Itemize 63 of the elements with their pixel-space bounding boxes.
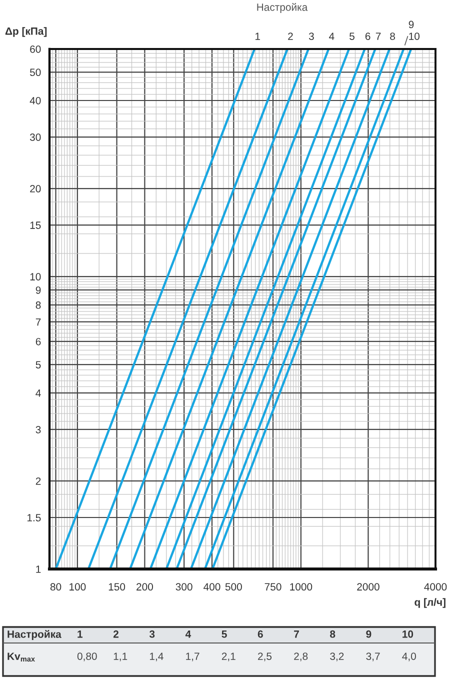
y-tick-label: 3 xyxy=(36,426,41,434)
y-tick-label: 15 xyxy=(30,222,41,229)
x-tick-label: 6 xyxy=(258,630,263,638)
text: 2,8 xyxy=(294,652,308,662)
y-tick-label: 9 xyxy=(36,286,41,294)
series-label: 6 xyxy=(365,32,370,40)
y-tick-label: 5 xyxy=(36,361,41,368)
text: 3,2 xyxy=(330,652,344,662)
x-tick-label: 5 xyxy=(222,630,227,638)
series-label: 4 xyxy=(329,32,334,40)
series-label: 1 xyxy=(255,32,260,40)
chart-title: Настройка xyxy=(257,3,308,13)
series-label: 8 xyxy=(390,32,395,40)
x-tick-label: 1000 xyxy=(290,583,312,591)
series-label: 2 xyxy=(288,32,293,40)
text: 2,5 xyxy=(258,652,272,662)
x-tick-label: 9 xyxy=(366,630,372,638)
x-tick-label: 2 xyxy=(113,630,118,638)
x-tick-label: 150 xyxy=(108,583,126,591)
y-tick-label: 6 xyxy=(36,338,41,346)
y-tick-label: 2 xyxy=(36,477,41,485)
x-tick-label: 750 xyxy=(264,583,282,591)
series-label: 7 xyxy=(376,32,381,40)
y-tick-label: 7 xyxy=(36,318,41,326)
x-tick-label: 400 xyxy=(204,583,220,591)
series-label: 5 xyxy=(350,32,354,40)
y-tick-label: 30 xyxy=(30,134,41,141)
y-tick-label: 1 xyxy=(36,566,41,573)
x-tick-label: 10 xyxy=(402,630,414,638)
series-label: 3 xyxy=(308,32,314,40)
x-tick-label: 80 xyxy=(50,583,62,591)
text: 3,7 xyxy=(366,652,380,662)
y-tick-label: Kv$_{max}$ xyxy=(8,652,35,662)
x-tick-label: 4000 xyxy=(424,583,447,591)
x-axis-title: Настройка xyxy=(8,630,62,640)
series-label: 10 xyxy=(409,32,420,40)
x-tick-label: 4 xyxy=(185,630,192,638)
x-tick-label: 1 xyxy=(78,630,83,638)
text: 4,0 xyxy=(402,652,416,662)
text: 2,1 xyxy=(222,652,236,662)
text: 1,1 xyxy=(114,652,128,662)
y-tick-label: 1.5 xyxy=(27,514,41,522)
y-tick-label: 50 xyxy=(30,68,41,76)
y-tick-label: 40 xyxy=(30,96,41,104)
x-tick-label: 8 xyxy=(330,630,336,638)
text: 1,4 xyxy=(150,652,164,662)
x-tick-label: 500 xyxy=(225,583,242,591)
text: 1,7 xyxy=(186,652,200,662)
x-tick-label: 2000 xyxy=(357,583,380,591)
y-axis-title: Δp [кПа] xyxy=(5,27,47,37)
y-tick-label: 60 xyxy=(30,46,41,53)
x-tick-label: 100 xyxy=(70,583,86,591)
x-axis-title: q [л/ч] xyxy=(414,598,446,608)
y-tick-label: 10 xyxy=(30,273,41,280)
x-tick-label: 200 xyxy=(136,583,153,591)
x-tick-label: 300 xyxy=(176,583,192,591)
y-tick-label: 4 xyxy=(36,390,41,397)
text: 0,80 xyxy=(77,652,97,662)
text: 9 xyxy=(408,20,414,28)
x-tick-label: 7 xyxy=(294,630,299,638)
x-tick-label: 3 xyxy=(149,630,155,638)
y-tick-label: 20 xyxy=(30,185,41,192)
y-tick-label: 8 xyxy=(36,301,41,309)
